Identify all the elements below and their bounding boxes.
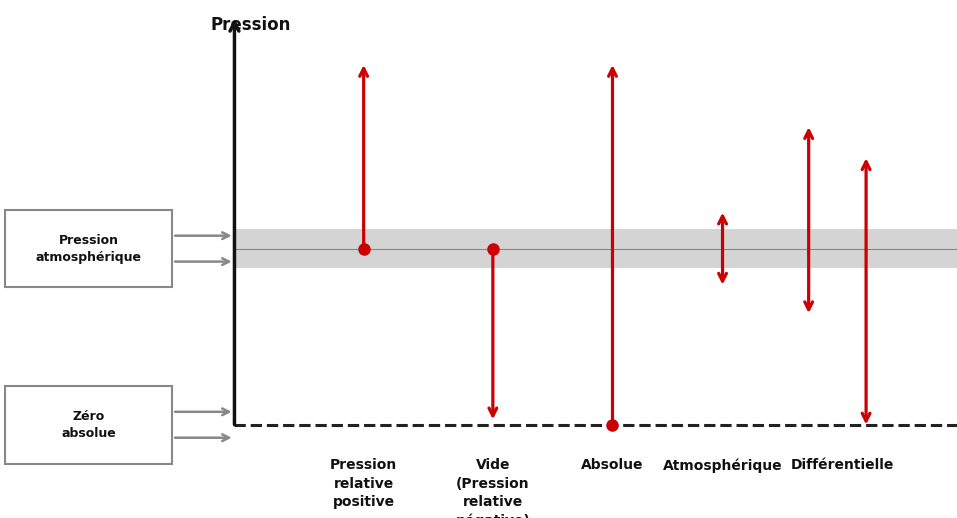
Text: Zéro
absolue: Zéro absolue — [61, 410, 116, 440]
Text: Pression
relative
positive: Pression relative positive — [330, 458, 397, 509]
Text: Pression: Pression — [211, 16, 291, 34]
Text: Atmosphérique: Atmosphérique — [662, 458, 783, 473]
Text: Absolue: Absolue — [581, 458, 644, 472]
Text: Vide
(Pression
relative
négative): Vide (Pression relative négative) — [456, 458, 530, 518]
FancyBboxPatch shape — [5, 386, 172, 464]
Text: Différentielle: Différentielle — [790, 458, 894, 472]
FancyBboxPatch shape — [234, 229, 957, 268]
Text: Pression
atmosphérique: Pression atmosphérique — [35, 234, 142, 264]
FancyBboxPatch shape — [5, 210, 172, 287]
